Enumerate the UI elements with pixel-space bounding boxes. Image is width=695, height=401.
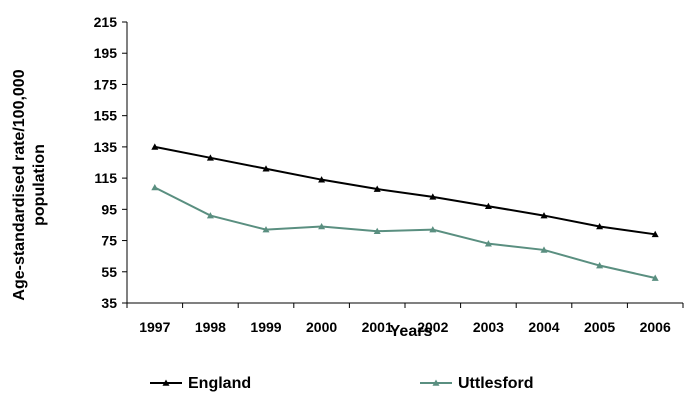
y-axis-title: Age-standardised rate/100,000 population — [11, 69, 48, 300]
x-tick-label: 2003 — [473, 319, 504, 335]
data-point-england — [318, 176, 326, 183]
data-point-uttlesford — [429, 226, 437, 233]
x-tick-label: 2001 — [362, 319, 393, 335]
y-tick-label: 195 — [94, 45, 118, 61]
y-axis-title-line2: population — [31, 144, 48, 226]
legend-item-england: England — [150, 375, 251, 392]
x-tick-label: 2000 — [306, 319, 337, 335]
x-tick-label: 2006 — [640, 319, 671, 335]
data-point-uttlesford — [262, 226, 270, 233]
series-uttlesford — [151, 183, 659, 281]
data-point-england — [540, 212, 548, 219]
series-line-uttlesford — [154, 186, 656, 279]
data-point-england — [484, 202, 492, 210]
x-tick-label: 2005 — [584, 319, 615, 335]
x-axis-title: Years — [390, 323, 433, 340]
y-tick-label: 55 — [101, 264, 117, 280]
series-layer — [151, 143, 659, 281]
data-point-uttlesford — [540, 246, 548, 253]
data-point-uttlesford — [206, 212, 214, 219]
y-axis-title-line1: Age-standardised rate/100,000 — [11, 69, 28, 300]
data-point-uttlesford — [596, 262, 604, 269]
data-point-uttlesford — [484, 240, 492, 247]
legend-marker-uttlesford — [432, 379, 440, 386]
legend-label-uttlesford: Uttlesford — [458, 375, 534, 392]
data-point-england — [651, 230, 659, 238]
y-tick-label: 95 — [101, 201, 117, 217]
data-point-uttlesford — [318, 223, 326, 230]
x-tick-label: 1997 — [139, 319, 170, 335]
y-tick-label: 35 — [101, 295, 117, 311]
data-point-england — [262, 165, 270, 172]
data-point-uttlesford — [373, 227, 381, 234]
data-point-england — [206, 154, 214, 161]
y-tick-label: 135 — [94, 139, 118, 155]
legend-label-england: England — [188, 375, 251, 392]
series-line-england — [154, 145, 656, 236]
data-point-england — [151, 143, 159, 150]
y-tick-label: 175 — [94, 76, 118, 92]
x-axis-ticks: 1997 1998 1999 2000 2001 2002 2003 2004 2005 2006 — [126, 303, 684, 335]
y-tick-label: 75 — [101, 233, 117, 249]
legend: England Uttlesford — [150, 375, 534, 392]
series-england — [151, 143, 659, 238]
data-point-england — [429, 193, 437, 200]
x-tick-label: 1998 — [195, 319, 226, 335]
data-point-uttlesford — [651, 274, 659, 281]
data-point-england — [596, 223, 604, 230]
x-tick-label: 2004 — [528, 319, 559, 335]
x-tick-label: 2002 — [417, 319, 448, 335]
data-point-uttlesford — [151, 183, 159, 191]
x-tick-label: 1999 — [250, 319, 281, 335]
legend-item-uttlesford: Uttlesford — [420, 375, 534, 392]
y-axis-ticks: 35 55 75 95 115 135 155 175 195 215 — [94, 14, 127, 311]
y-tick-label: 155 — [94, 108, 118, 124]
data-point-england — [373, 185, 381, 192]
y-tick-label: 215 — [94, 14, 118, 30]
legend-marker-england — [162, 379, 170, 386]
y-tick-label: 115 — [94, 170, 117, 186]
